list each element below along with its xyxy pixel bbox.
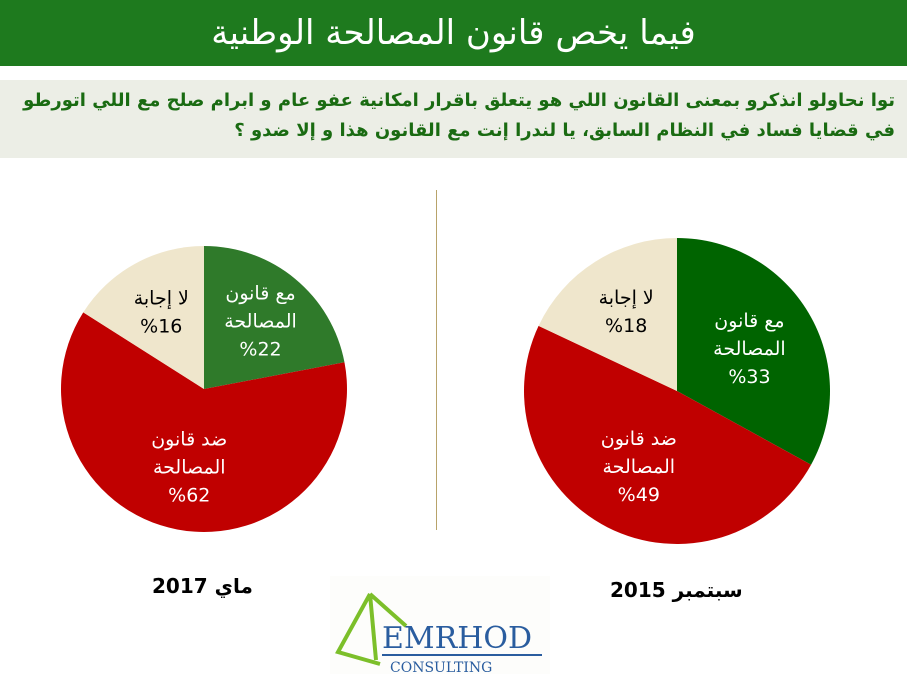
page-title: فيما يخص قانون المصالحة الوطنية — [0, 0, 907, 66]
chart-title-2015: سبتمبر 2015 — [610, 578, 743, 602]
pie-slice — [538, 238, 677, 391]
svg-text:CONSULTING: CONSULTING — [390, 660, 492, 674]
pie-slice — [523, 325, 812, 545]
survey-question: توا نحاولو انذكرو بمعنى القانون اللي هو … — [0, 80, 907, 158]
data-label: ضد قانون — [151, 428, 227, 450]
data-label: المصالحة — [713, 338, 786, 360]
data-label: مع قانون — [714, 310, 784, 332]
data-label: %18 — [605, 315, 647, 337]
chart-title-2017: ماي 2017 — [152, 574, 253, 598]
svg-text:EMRHOD: EMRHOD — [382, 621, 532, 656]
pie-slice — [677, 238, 831, 465]
divider — [436, 190, 437, 530]
pie-slice — [61, 312, 347, 532]
data-label: لا إجابة — [134, 287, 189, 310]
data-label: %22 — [239, 339, 281, 361]
emrhod-logo: EMRHOD CONSULTING — [330, 576, 550, 674]
data-label: مع قانون — [225, 283, 295, 305]
data-label: المصالحة — [224, 311, 297, 333]
data-label: %62 — [168, 484, 210, 506]
data-label: المصالحة — [603, 456, 676, 478]
pie-slice — [83, 246, 204, 389]
data-label: %33 — [728, 366, 770, 388]
data-label: %49 — [618, 484, 660, 506]
data-label: المصالحة — [153, 456, 226, 478]
data-label: %16 — [140, 315, 182, 337]
data-label: ضد قانون — [601, 428, 677, 450]
pie-slice — [204, 246, 345, 389]
data-label: لا إجابة — [599, 287, 654, 310]
